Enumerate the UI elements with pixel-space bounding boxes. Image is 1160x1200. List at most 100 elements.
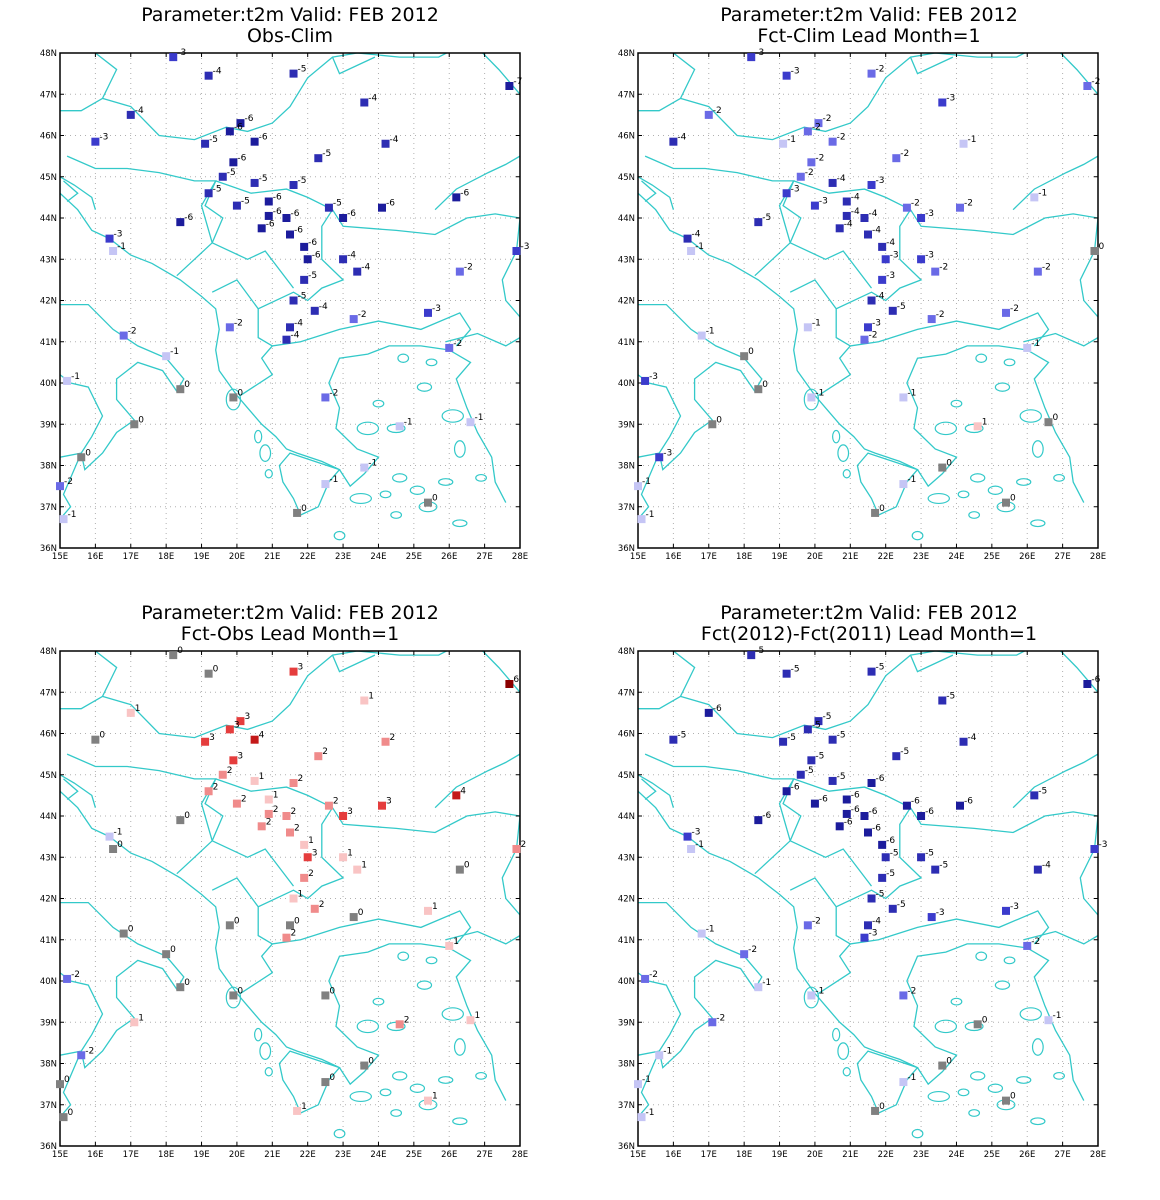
y-tick-label: 38N bbox=[40, 1060, 57, 1070]
island bbox=[1003, 358, 1016, 367]
station-value: 0 bbox=[879, 504, 885, 514]
station-marker: 1 bbox=[300, 836, 314, 849]
x-tick-label: 21E bbox=[842, 552, 858, 562]
coastline bbox=[501, 217, 520, 318]
station-square bbox=[169, 53, 178, 62]
axes: 15E 16E 17E 18E 19E 20E 21E 22E 23E 24E 25E 26E 27E 2… bbox=[618, 647, 1106, 1160]
station-square bbox=[264, 795, 273, 804]
station-square bbox=[204, 669, 213, 678]
station-marker: 3 bbox=[339, 807, 353, 820]
station-marker: -2 bbox=[704, 106, 722, 119]
station-value: -5 bbox=[677, 731, 686, 741]
station-square bbox=[803, 725, 812, 734]
x-tick-label: 26E bbox=[441, 1150, 457, 1160]
x-tick-label: 26E bbox=[441, 552, 457, 562]
station-value: 4 bbox=[460, 786, 466, 796]
y-tick-label: 46N bbox=[40, 132, 57, 142]
station-marker: -3 bbox=[860, 929, 877, 942]
station-square bbox=[225, 725, 234, 734]
station-square bbox=[867, 296, 876, 305]
station-square bbox=[860, 214, 869, 222]
station-square bbox=[250, 735, 259, 744]
station-square bbox=[687, 845, 696, 853]
station-square bbox=[973, 1020, 982, 1029]
station-value: -2 bbox=[805, 168, 814, 178]
station-value: 2 bbox=[241, 795, 247, 805]
station-square bbox=[669, 137, 678, 146]
coastline bbox=[906, 345, 1085, 503]
station-value: -2 bbox=[1091, 77, 1100, 87]
station-square bbox=[704, 708, 713, 717]
station-marker: -5 bbox=[917, 848, 934, 862]
station-square bbox=[888, 904, 897, 913]
x-tick-label: 20E bbox=[229, 552, 245, 562]
station-value: 1 bbox=[432, 1092, 438, 1102]
y-tick-label: 48N bbox=[40, 647, 57, 657]
station-square bbox=[339, 812, 348, 820]
station-value: 3 bbox=[234, 720, 240, 730]
coastline bbox=[60, 53, 118, 112]
station-marker: -5 bbox=[1030, 786, 1047, 800]
station-marker: -3 bbox=[878, 271, 895, 284]
station-square bbox=[814, 119, 823, 128]
title-line-1: Parameter:t2m Valid: FEB 2012 bbox=[720, 4, 1018, 26]
station-marker: -4 bbox=[828, 174, 846, 187]
x-tick-label: 23E bbox=[335, 552, 351, 562]
station-square bbox=[314, 752, 323, 761]
station-value: -6 bbox=[925, 807, 934, 817]
station-marker: -6 bbox=[902, 797, 920, 810]
station-square bbox=[282, 933, 291, 942]
coastline bbox=[793, 180, 1098, 236]
station-value: -1 bbox=[1031, 339, 1040, 349]
station-marker: -1 bbox=[899, 475, 916, 489]
station-value: -6 bbox=[294, 226, 303, 236]
station-square bbox=[878, 275, 887, 284]
station-square bbox=[708, 420, 717, 429]
station-marker: 0 bbox=[109, 840, 123, 853]
x-tick-label: 24E bbox=[370, 552, 386, 562]
station-marker: -3 bbox=[105, 230, 123, 243]
station-value: -1 bbox=[907, 475, 916, 485]
panel-fct-obs: Parameter:t2m Valid: FEB 2012 Fct-Obs Le… bbox=[0, 598, 580, 1198]
x-tick-label: 22E bbox=[878, 552, 894, 562]
station-square bbox=[229, 756, 238, 765]
station-square bbox=[899, 480, 908, 489]
station-marker: 0 bbox=[56, 1075, 70, 1089]
x-tick-label: 23E bbox=[913, 552, 929, 562]
station-value: -2 bbox=[812, 916, 821, 926]
station-marker: 2 bbox=[218, 766, 233, 779]
station-value: -1 bbox=[117, 242, 126, 252]
station-marker: -5 bbox=[892, 747, 909, 761]
station-marker: -1 bbox=[687, 840, 704, 853]
station-marker: -6 bbox=[286, 226, 303, 239]
station-square bbox=[395, 1020, 404, 1029]
station-square bbox=[360, 463, 369, 472]
station-marker: 4 bbox=[250, 731, 265, 744]
station-square bbox=[310, 904, 319, 913]
station-value: -1 bbox=[474, 413, 483, 423]
station-square bbox=[796, 770, 805, 779]
station-marker: -2 bbox=[77, 1046, 94, 1060]
station-square bbox=[782, 787, 791, 796]
island bbox=[970, 1071, 986, 1081]
coastlines bbox=[638, 53, 1098, 541]
x-tick-label: 25E bbox=[406, 552, 422, 562]
station-marker: -5 bbox=[779, 733, 796, 746]
station-square bbox=[782, 189, 791, 198]
island bbox=[950, 997, 963, 1006]
panel-title: Parameter:t2m Valid: FEB 2012 Obs-Clim bbox=[0, 5, 580, 47]
station-value: -1 bbox=[695, 840, 704, 850]
station-marker: -6 bbox=[452, 188, 470, 202]
station-square bbox=[378, 801, 386, 810]
y-tick-label: 41N bbox=[40, 338, 57, 348]
station-marker: -1 bbox=[687, 242, 704, 255]
station-square bbox=[634, 1080, 642, 1089]
station-square bbox=[282, 214, 291, 222]
station-marker: 1 bbox=[466, 1011, 480, 1025]
island bbox=[452, 519, 468, 528]
x-tick-label: 22E bbox=[300, 1150, 316, 1160]
island bbox=[349, 492, 372, 505]
station-marker: -2 bbox=[349, 310, 367, 324]
station-value: -4 bbox=[968, 733, 977, 743]
island bbox=[975, 353, 988, 363]
